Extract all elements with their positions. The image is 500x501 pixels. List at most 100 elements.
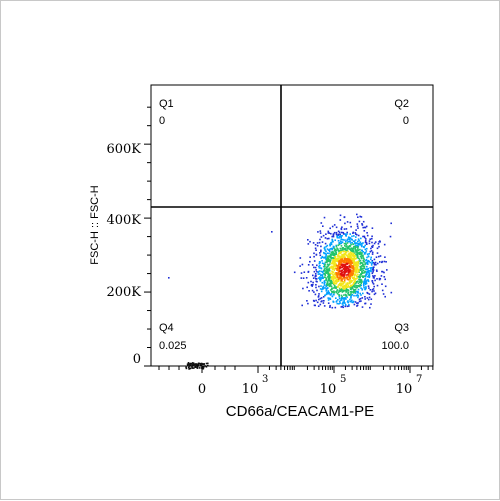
event-dot (315, 269, 317, 271)
event-dot (367, 285, 370, 287)
event-dot (337, 254, 339, 256)
event-dot (342, 239, 345, 241)
event-dot (356, 256, 359, 259)
x-tick-exponent-1: 3 (262, 374, 268, 385)
event-dot (345, 249, 348, 252)
event-dot (328, 259, 330, 261)
event-dot (326, 237, 329, 240)
event-dot (349, 273, 351, 276)
event-dot (356, 302, 358, 304)
event-dot (374, 279, 376, 282)
event-dot (335, 263, 337, 265)
event-dot (353, 264, 355, 266)
event-dot (338, 270, 340, 273)
event-dot (324, 276, 326, 278)
event-dot (350, 252, 353, 255)
event-dot (323, 300, 325, 302)
event-dot (326, 293, 328, 295)
event-dot (271, 231, 273, 233)
event-dot (359, 265, 361, 268)
event-dot (360, 282, 363, 285)
event-dot (369, 289, 372, 291)
event-dot (336, 247, 338, 250)
event-dot (345, 274, 348, 276)
x-tick-label-0: 0 (198, 382, 206, 397)
event-dot (348, 252, 350, 255)
event-dot (344, 276, 346, 279)
event-dot (350, 297, 352, 299)
event-dot (316, 270, 318, 273)
event-dot (351, 250, 353, 252)
event-dot (329, 244, 331, 247)
event-dot (333, 260, 336, 262)
quadrant-q1-value: 0 (159, 115, 165, 127)
event-dot (333, 274, 335, 276)
event-dot (345, 243, 347, 246)
event-dot (338, 289, 341, 292)
event-dot (324, 267, 326, 270)
event-dot (353, 261, 355, 263)
event-dot (368, 253, 370, 255)
event-dot (319, 278, 321, 281)
event-dot (357, 249, 360, 252)
event-dot (375, 263, 377, 266)
event-dot (196, 367, 199, 369)
event-dot (331, 225, 334, 228)
event-dot (362, 259, 364, 262)
event-dot (332, 240, 334, 243)
event-dot (360, 273, 362, 275)
event-dot (303, 271, 306, 273)
event-dot (345, 267, 348, 269)
event-dot (350, 271, 353, 273)
event-dot (360, 245, 363, 248)
event-dot (346, 278, 349, 281)
event-dot (319, 273, 321, 275)
event-dot (321, 300, 323, 302)
event-dot (320, 245, 322, 248)
event-dot (370, 256, 372, 259)
event-dot (340, 290, 343, 292)
event-dot (332, 277, 335, 280)
event-dot (351, 258, 354, 260)
event-dot (344, 289, 347, 292)
event-dot (320, 222, 323, 224)
event-dot (345, 258, 348, 261)
event-dot (350, 225, 352, 228)
event-dot (371, 227, 374, 229)
event-dot (360, 287, 362, 289)
event-dot (345, 235, 347, 237)
event-dot (349, 268, 351, 271)
event-dot (355, 271, 358, 274)
event-dot (329, 306, 331, 308)
event-dot (364, 241, 367, 244)
event-dot (344, 239, 346, 241)
event-dot (299, 265, 301, 267)
event-dot (332, 252, 335, 254)
event-dot (363, 261, 365, 263)
event-dot (334, 261, 336, 264)
event-dot (341, 254, 343, 256)
event-dot (352, 243, 354, 246)
event-dot (384, 278, 386, 281)
event-dot (338, 237, 340, 239)
event-dot (313, 255, 315, 258)
event-dot (364, 244, 366, 247)
event-dot (343, 279, 346, 282)
event-dot (191, 364, 193, 367)
event-dot (364, 226, 366, 229)
event-dot (357, 285, 360, 287)
event-dot (362, 246, 365, 248)
event-dot (356, 304, 359, 307)
event-dot (343, 273, 346, 276)
event-dot (370, 247, 372, 250)
event-dot (364, 288, 366, 291)
event-dot (319, 254, 322, 257)
event-dot (342, 301, 344, 304)
event-dot (352, 300, 355, 303)
event-dot (334, 257, 337, 260)
event-dot (312, 281, 314, 284)
event-dot (347, 272, 350, 274)
event-dot (327, 260, 329, 263)
event-dot (355, 251, 357, 254)
event-dot (329, 227, 331, 230)
